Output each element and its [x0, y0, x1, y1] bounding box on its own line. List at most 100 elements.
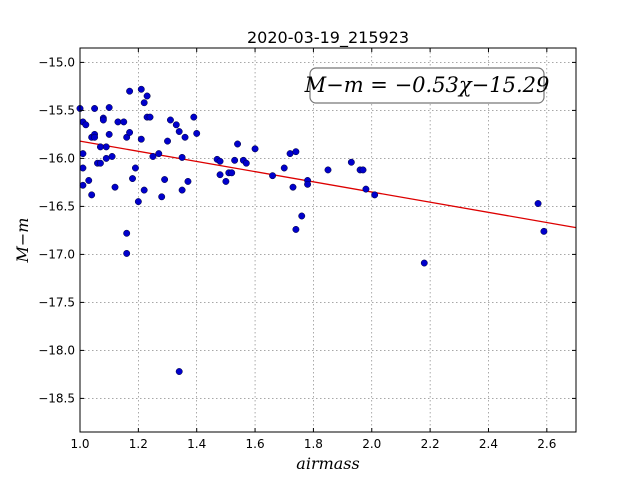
data-point [79, 181, 87, 189]
data-point [175, 128, 183, 135]
data-point [123, 249, 131, 257]
y-tick-label: −16.0 [38, 151, 75, 165]
data-point [286, 150, 294, 158]
plot-frame [79, 47, 577, 433]
x-tick-label: 2.4 [479, 437, 498, 451]
data-point [140, 186, 148, 194]
data-point [111, 183, 119, 191]
data-point [129, 175, 136, 183]
data-point [82, 121, 90, 129]
data-point [280, 164, 288, 172]
data-point [96, 159, 104, 167]
annotation-box: M−m = −0.53χ−15.29 [304, 67, 550, 104]
x-tick-label: 1.8 [304, 437, 323, 451]
data-point [216, 171, 224, 179]
data-point [359, 166, 367, 174]
data-point [96, 143, 104, 151]
data-point [324, 166, 332, 174]
data-point [155, 150, 163, 158]
y-tick-label: −18.5 [38, 391, 75, 405]
data-point [88, 191, 96, 199]
data-point [79, 150, 87, 158]
data-point [216, 157, 224, 165]
fit-line [79, 140, 577, 229]
data-point [137, 135, 145, 143]
axis-ticks [79, 48, 576, 432]
data-point [102, 143, 110, 151]
data-point [251, 145, 259, 153]
x-axis-label: airmass [296, 454, 359, 473]
data-point [161, 176, 169, 183]
data-point [371, 191, 379, 199]
y-tick-label: −17.5 [38, 295, 75, 309]
y-tick-label: −17.0 [38, 247, 75, 261]
data-point [146, 113, 154, 121]
data-point [347, 158, 355, 166]
plot-area [80, 48, 576, 432]
data-point [234, 140, 242, 148]
data-point [298, 212, 306, 220]
y-tick-label: −15.0 [38, 55, 75, 69]
fit-equation: M−m = −0.53χ−15.29 [304, 73, 550, 97]
data-point [79, 164, 87, 172]
x-tick-label: 2.6 [537, 437, 556, 451]
data-point [149, 153, 157, 160]
data-point [269, 172, 277, 180]
data-point [105, 104, 113, 111]
x-tick-label: 2.0 [362, 437, 381, 451]
x-tick-labels: 1.0 1.2 1.4 1.6 1.8 2.0 2.2 2.4 2.6 [70, 437, 556, 451]
data-point [193, 129, 201, 137]
annotation-frame [309, 67, 545, 104]
data-point [99, 116, 107, 124]
data-point [292, 148, 300, 156]
data-point [362, 185, 370, 193]
data-point [105, 130, 113, 138]
data-point [190, 113, 198, 121]
data-point [85, 177, 93, 184]
x-tick-label: 1.2 [129, 437, 148, 451]
data-point [120, 118, 128, 126]
fit-line-layer [79, 140, 577, 229]
data-point [178, 153, 186, 161]
x-tick-label: 1.6 [246, 437, 265, 451]
data-point [114, 118, 122, 126]
data-point [102, 154, 110, 162]
y-tick-label: −18.0 [38, 343, 75, 357]
data-point [164, 137, 171, 145]
data-point [304, 180, 312, 188]
data-point [91, 105, 99, 112]
data-point [158, 193, 166, 201]
x-tick-label: 1.0 [70, 437, 89, 451]
data-point [126, 87, 134, 95]
data-point [292, 225, 300, 233]
x-tick-label: 1.4 [187, 437, 206, 451]
data-point [222, 177, 230, 185]
data-point [134, 198, 142, 206]
data-point [181, 133, 189, 141]
data-point [123, 229, 131, 237]
data-point [175, 368, 183, 375]
x-tick-label: 2.2 [421, 437, 440, 451]
data-point [184, 177, 192, 185]
data-point [137, 85, 145, 93]
data-point [126, 129, 134, 136]
chart-title: 2020-03-19_215923 [247, 28, 409, 48]
data-point [140, 99, 148, 107]
data-point [178, 186, 186, 194]
data-point [131, 164, 139, 172]
data-point [166, 116, 174, 124]
y-axis-label: M−m [13, 218, 32, 264]
y-tick-labels: −15.0 −15.5 −16.0 −16.5 −17.0 −17.5 −18.0 −18.5 [38, 55, 75, 405]
data-points [76, 85, 548, 375]
data-point [534, 200, 542, 207]
data-point [242, 159, 250, 167]
grid [79, 48, 576, 432]
data-point [91, 133, 99, 141]
data-point [108, 153, 116, 160]
data-point [143, 92, 151, 100]
data-point [420, 259, 428, 267]
y-tick-label: −16.5 [38, 199, 75, 213]
data-point [231, 156, 239, 164]
data-point [172, 121, 180, 129]
